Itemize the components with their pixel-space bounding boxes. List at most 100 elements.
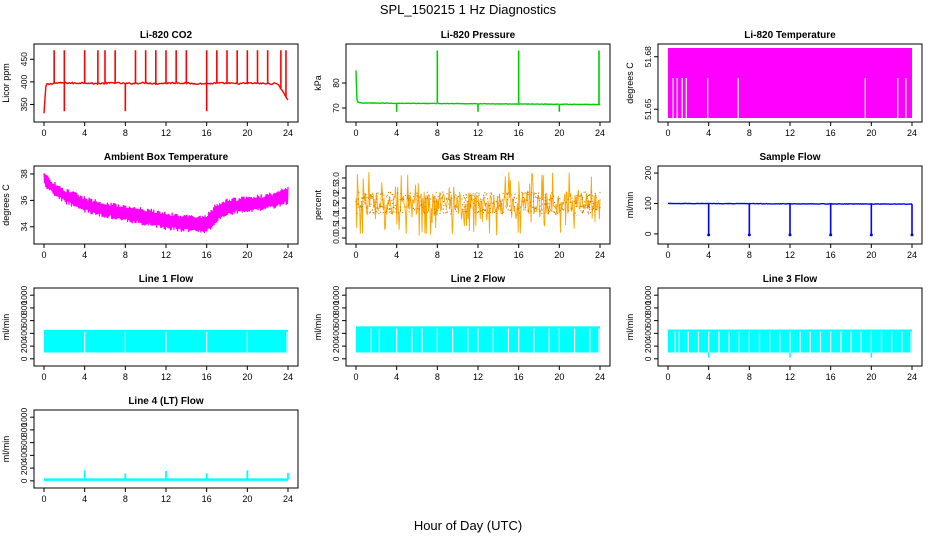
- y-tick-label: 70: [331, 103, 341, 113]
- rh-point: [427, 197, 429, 199]
- rh-point: [533, 196, 535, 198]
- y-tick-label: 400: [643, 326, 653, 340]
- rh-point: [467, 200, 469, 203]
- x-tick-label: 8: [123, 494, 128, 504]
- x-tick-label: 20: [554, 372, 564, 382]
- chart-licor_temp: Li-820 Temperature degrees C 0 4 8 12 16 20 24 51…: [625, 30, 923, 138]
- rh-point: [427, 212, 429, 214]
- x-tick-label: 16: [826, 250, 836, 260]
- y-tick-label: 1000: [19, 285, 29, 304]
- rh-point: [369, 211, 371, 213]
- rh-point: [435, 208, 438, 210]
- rh-point: [400, 192, 402, 195]
- chart-title: Li-820 Pressure: [441, 30, 516, 41]
- rh-point: [587, 194, 589, 196]
- rh-point: [390, 208, 392, 210]
- rh-point: [358, 191, 360, 193]
- rh-point: [389, 191, 392, 193]
- rh-point: [538, 210, 541, 212]
- rh-point: [592, 195, 594, 197]
- rh-point: [592, 202, 594, 204]
- rh-point: [472, 193, 474, 195]
- rh-point: [589, 207, 591, 209]
- rh-point: [495, 208, 498, 210]
- rh-point: [531, 192, 533, 194]
- rh-point: [473, 198, 475, 200]
- x-tick-label: 24: [595, 250, 605, 260]
- rh-point: [434, 196, 436, 198]
- rh-point: [482, 211, 484, 214]
- rh-point: [581, 197, 584, 199]
- rh-point: [587, 203, 589, 205]
- y-tick-label: 400: [19, 448, 29, 462]
- rh-point: [466, 196, 468, 199]
- rh-point: [513, 197, 516, 199]
- rh-point: [365, 199, 367, 201]
- rh-point: [580, 194, 582, 196]
- y-tick-label: 0: [643, 231, 653, 236]
- x-tick-label: 8: [435, 250, 440, 260]
- rh-point: [368, 197, 370, 199]
- y-tick-label: 2.0: [331, 192, 341, 204]
- rh-point: [491, 193, 493, 195]
- rh-point: [529, 202, 532, 204]
- rh-point: [527, 191, 529, 193]
- y-tick-label: 600: [19, 435, 29, 449]
- rh-point: [591, 200, 593, 202]
- rh-point: [482, 208, 484, 210]
- plot-frame: [345, 165, 611, 245]
- rh-point: [582, 206, 584, 208]
- rh-point: [588, 213, 590, 215]
- rh-point: [516, 208, 518, 210]
- rh-point: [503, 196, 505, 198]
- x-tick-label: 0: [41, 250, 46, 260]
- rh-point: [537, 195, 539, 197]
- series-line: [667, 202, 913, 206]
- rh-point: [565, 201, 568, 203]
- rh-point: [544, 200, 546, 202]
- rh-point: [407, 191, 409, 193]
- x-tick-label: 0: [41, 372, 46, 382]
- y-tick-label: 400: [19, 75, 29, 89]
- rh-point: [514, 206, 516, 208]
- rh-point: [407, 198, 409, 200]
- rh-point: [438, 206, 440, 208]
- rh-point: [509, 209, 511, 211]
- plot-area: [355, 172, 601, 236]
- chart-title: Line 3 Flow: [763, 274, 818, 285]
- rh-point: [389, 208, 391, 210]
- band-fill: [668, 48, 912, 118]
- rh-point: [465, 199, 467, 201]
- x-tick-label: 12: [473, 372, 483, 382]
- rh-point: [575, 203, 577, 205]
- rh-point: [445, 208, 447, 210]
- rh-point: [364, 203, 366, 205]
- rh-point: [484, 204, 486, 206]
- rh-point: [541, 198, 544, 200]
- rh-point: [549, 205, 551, 207]
- rh-point: [370, 203, 372, 205]
- rh-point: [428, 204, 430, 206]
- rh-point: [445, 212, 447, 214]
- rh-point: [361, 206, 364, 208]
- rh-point: [399, 199, 401, 201]
- chart-title: Ambient Box Temperature: [104, 152, 229, 163]
- rh-point: [497, 203, 499, 205]
- rh-point: [428, 194, 430, 196]
- x-tick-label: 12: [161, 128, 171, 138]
- rh-point: [419, 205, 421, 207]
- x-tick-label: 0: [665, 128, 670, 138]
- rh-point: [456, 197, 458, 199]
- rh-point: [554, 212, 556, 214]
- rh-point: [386, 194, 388, 196]
- x-tick-label: 20: [242, 372, 252, 382]
- rh-point: [525, 199, 527, 201]
- rh-point: [439, 204, 441, 206]
- rh-point: [535, 192, 537, 194]
- rh-point: [586, 197, 588, 199]
- rh-point: [380, 193, 382, 195]
- rh-point: [383, 206, 385, 208]
- rh-point: [463, 197, 465, 199]
- x-tick-label: 4: [394, 250, 399, 260]
- rh-point: [575, 205, 577, 208]
